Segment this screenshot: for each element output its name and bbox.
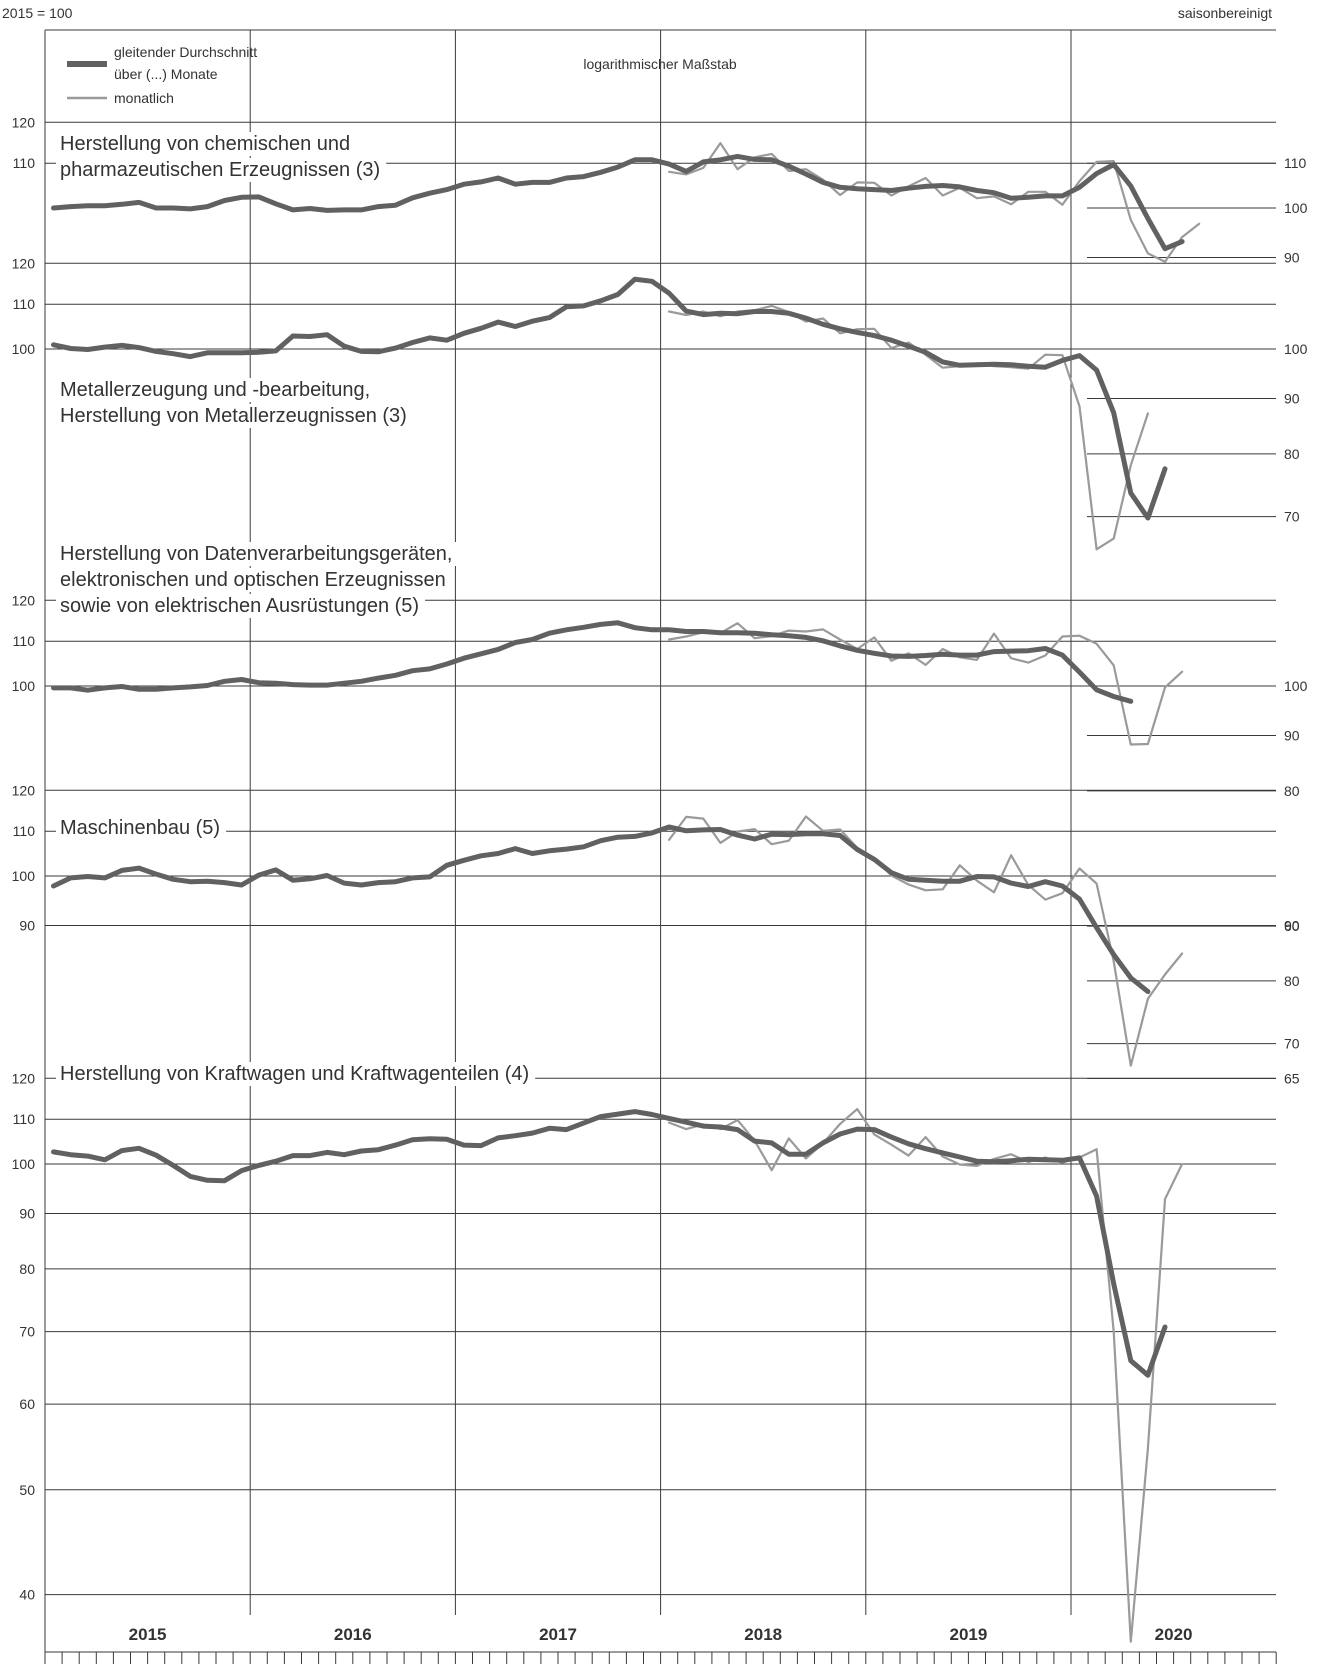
series-line-moving-average [51, 824, 1151, 995]
left-tick-label: 90 [19, 918, 35, 934]
left-tick-label: 120 [12, 592, 36, 608]
right-tick-label: 110 [1284, 155, 1307, 171]
panel-title-line: elektronischen und optischen Erzeugnisse… [60, 569, 446, 591]
left-tick-label: 120 [12, 255, 36, 271]
series-line-monthly [667, 622, 1184, 746]
left-tick-label: 80 [19, 1261, 35, 1277]
right-tick-label: 90 [1284, 391, 1300, 407]
panel: 100 110 120 70 80 90 100 Metallerzeugung und -b… [12, 255, 1308, 551]
adjustment-label: saisonbereinigt [1178, 5, 1272, 21]
panel-title: Herstellung von Datenverarbeitungsgeräte… [56, 542, 459, 618]
left-tick-label: 100 [12, 868, 36, 884]
panel-title-line: Herstellung von Kraftwagen und Kraftwage… [60, 1063, 529, 1085]
base-label: 2015 = 100 [2, 5, 73, 21]
panel-title-background [56, 1062, 536, 1086]
right-tick-label: 90 [1284, 250, 1300, 266]
year-label: 2015 [129, 1625, 167, 1644]
panel-title-background [56, 568, 452, 592]
panel: 90 100 110 120 65 70 80 90 Maschinenbau (5) [12, 782, 1300, 1086]
series-line-moving-average [51, 276, 1168, 521]
panel-title-line: Herstellung von chemischen und [60, 133, 350, 155]
left-tick-label: 120 [12, 782, 36, 798]
panel-title: Maschinenbau (5) [56, 816, 227, 840]
year-label: 2017 [539, 1625, 577, 1644]
x-axis: 2015 2016 2017 2018 2019 2020 [44, 1625, 1277, 1664]
series-line-monthly [667, 142, 1201, 263]
right-tick-label: 100 [1284, 341, 1308, 357]
right-tick-label: 60 [1284, 918, 1300, 934]
panel-title-line: Metallerzeugung und -bearbeitung, [60, 379, 370, 401]
series-line-moving-average [51, 153, 1185, 252]
left-tick-label: 110 [13, 823, 36, 839]
series-line-moving-average [51, 1109, 1168, 1378]
panel: 100 110 120 60 80 90 100 Herstellung von Datenv… [12, 542, 1308, 934]
panel-title-line: pharmazeutischen Erzeugnissen (3) [60, 159, 380, 181]
series-line-monthly [667, 304, 1150, 551]
panel-title-line: Herstellung von Datenverarbeitungsgeräte… [60, 543, 452, 565]
left-tick-label: 90 [19, 1206, 35, 1222]
legend-avg-line2: über (...) Monate [114, 66, 218, 82]
left-tick-label: 120 [12, 1070, 36, 1086]
right-tick-label: 90 [1284, 918, 1300, 934]
year-label: 2018 [744, 1625, 782, 1644]
series-line-monthly [667, 1107, 1184, 1643]
left-tick-label: 50 [19, 1482, 35, 1498]
left-tick-label: 110 [13, 155, 36, 171]
left-tick-label: 100 [12, 341, 36, 357]
right-tick-label: 80 [1284, 446, 1300, 462]
left-tick-label: 110 [13, 296, 36, 312]
panel-title-background [56, 594, 426, 618]
panel-title-background [56, 404, 413, 428]
left-tick-label: 100 [12, 1156, 36, 1172]
right-tick-label: 80 [1284, 783, 1300, 799]
left-tick-label: 40 [19, 1587, 35, 1603]
left-tick-label: 60 [19, 1396, 35, 1412]
panel: 40 50 60 70 80 90 100 110 120 Herstellung von Kra… [12, 1062, 1276, 1643]
panel-title-background [56, 542, 459, 566]
right-tick-label: 100 [1284, 200, 1308, 216]
left-tick-label: 110 [13, 1111, 36, 1127]
year-label: 2019 [949, 1625, 987, 1644]
legend-avg-line1: gleitender Durchschnitt [114, 44, 257, 60]
panel: 110 120 90 100 110 Herstellung von chemischen… [12, 114, 1308, 265]
panel-title-background [56, 816, 227, 840]
panels: 110 120 90 100 110 Herstellung von chemischen… [12, 114, 1308, 1643]
right-tick-label: 80 [1284, 973, 1300, 989]
panel-title-background [56, 132, 357, 156]
legend: gleitender Durchschnitt über (...) Monat… [67, 44, 257, 106]
year-label: 2016 [334, 1625, 372, 1644]
panel-title-background [56, 378, 377, 402]
year-label: 2020 [1155, 1625, 1193, 1644]
panel-title-line: sowie von elektrischen Ausrüstungen (5) [60, 595, 419, 617]
series-line-monthly [667, 815, 1184, 1067]
panel-title-line: Maschinenbau (5) [60, 817, 220, 839]
panel-title-line: Herstellung von Metallerzeugnissen (3) [60, 405, 407, 427]
right-tick-label: 70 [1284, 509, 1300, 525]
panel-title: Metallerzeugung und -bearbeitung, Herstel… [56, 378, 413, 428]
left-tick-label: 100 [12, 678, 36, 694]
right-tick-label: 90 [1284, 728, 1300, 744]
right-tick-label: 65 [1284, 1070, 1300, 1086]
left-tick-label: 120 [12, 114, 36, 130]
panel-title-background [56, 158, 387, 182]
panel-title: Herstellung von chemischen und pharmazeut… [56, 132, 387, 182]
frame [44, 29, 1276, 1652]
series-line-moving-average [51, 620, 1134, 704]
right-tick-label: 70 [1284, 1036, 1300, 1052]
left-tick-label: 110 [13, 633, 36, 649]
legend-monthly-label: monatlich [114, 90, 174, 106]
panel-title: Herstellung von Kraftwagen und Kraftwage… [56, 1062, 536, 1086]
right-tick-label: 100 [1284, 678, 1308, 694]
left-tick-label: 70 [19, 1324, 35, 1340]
